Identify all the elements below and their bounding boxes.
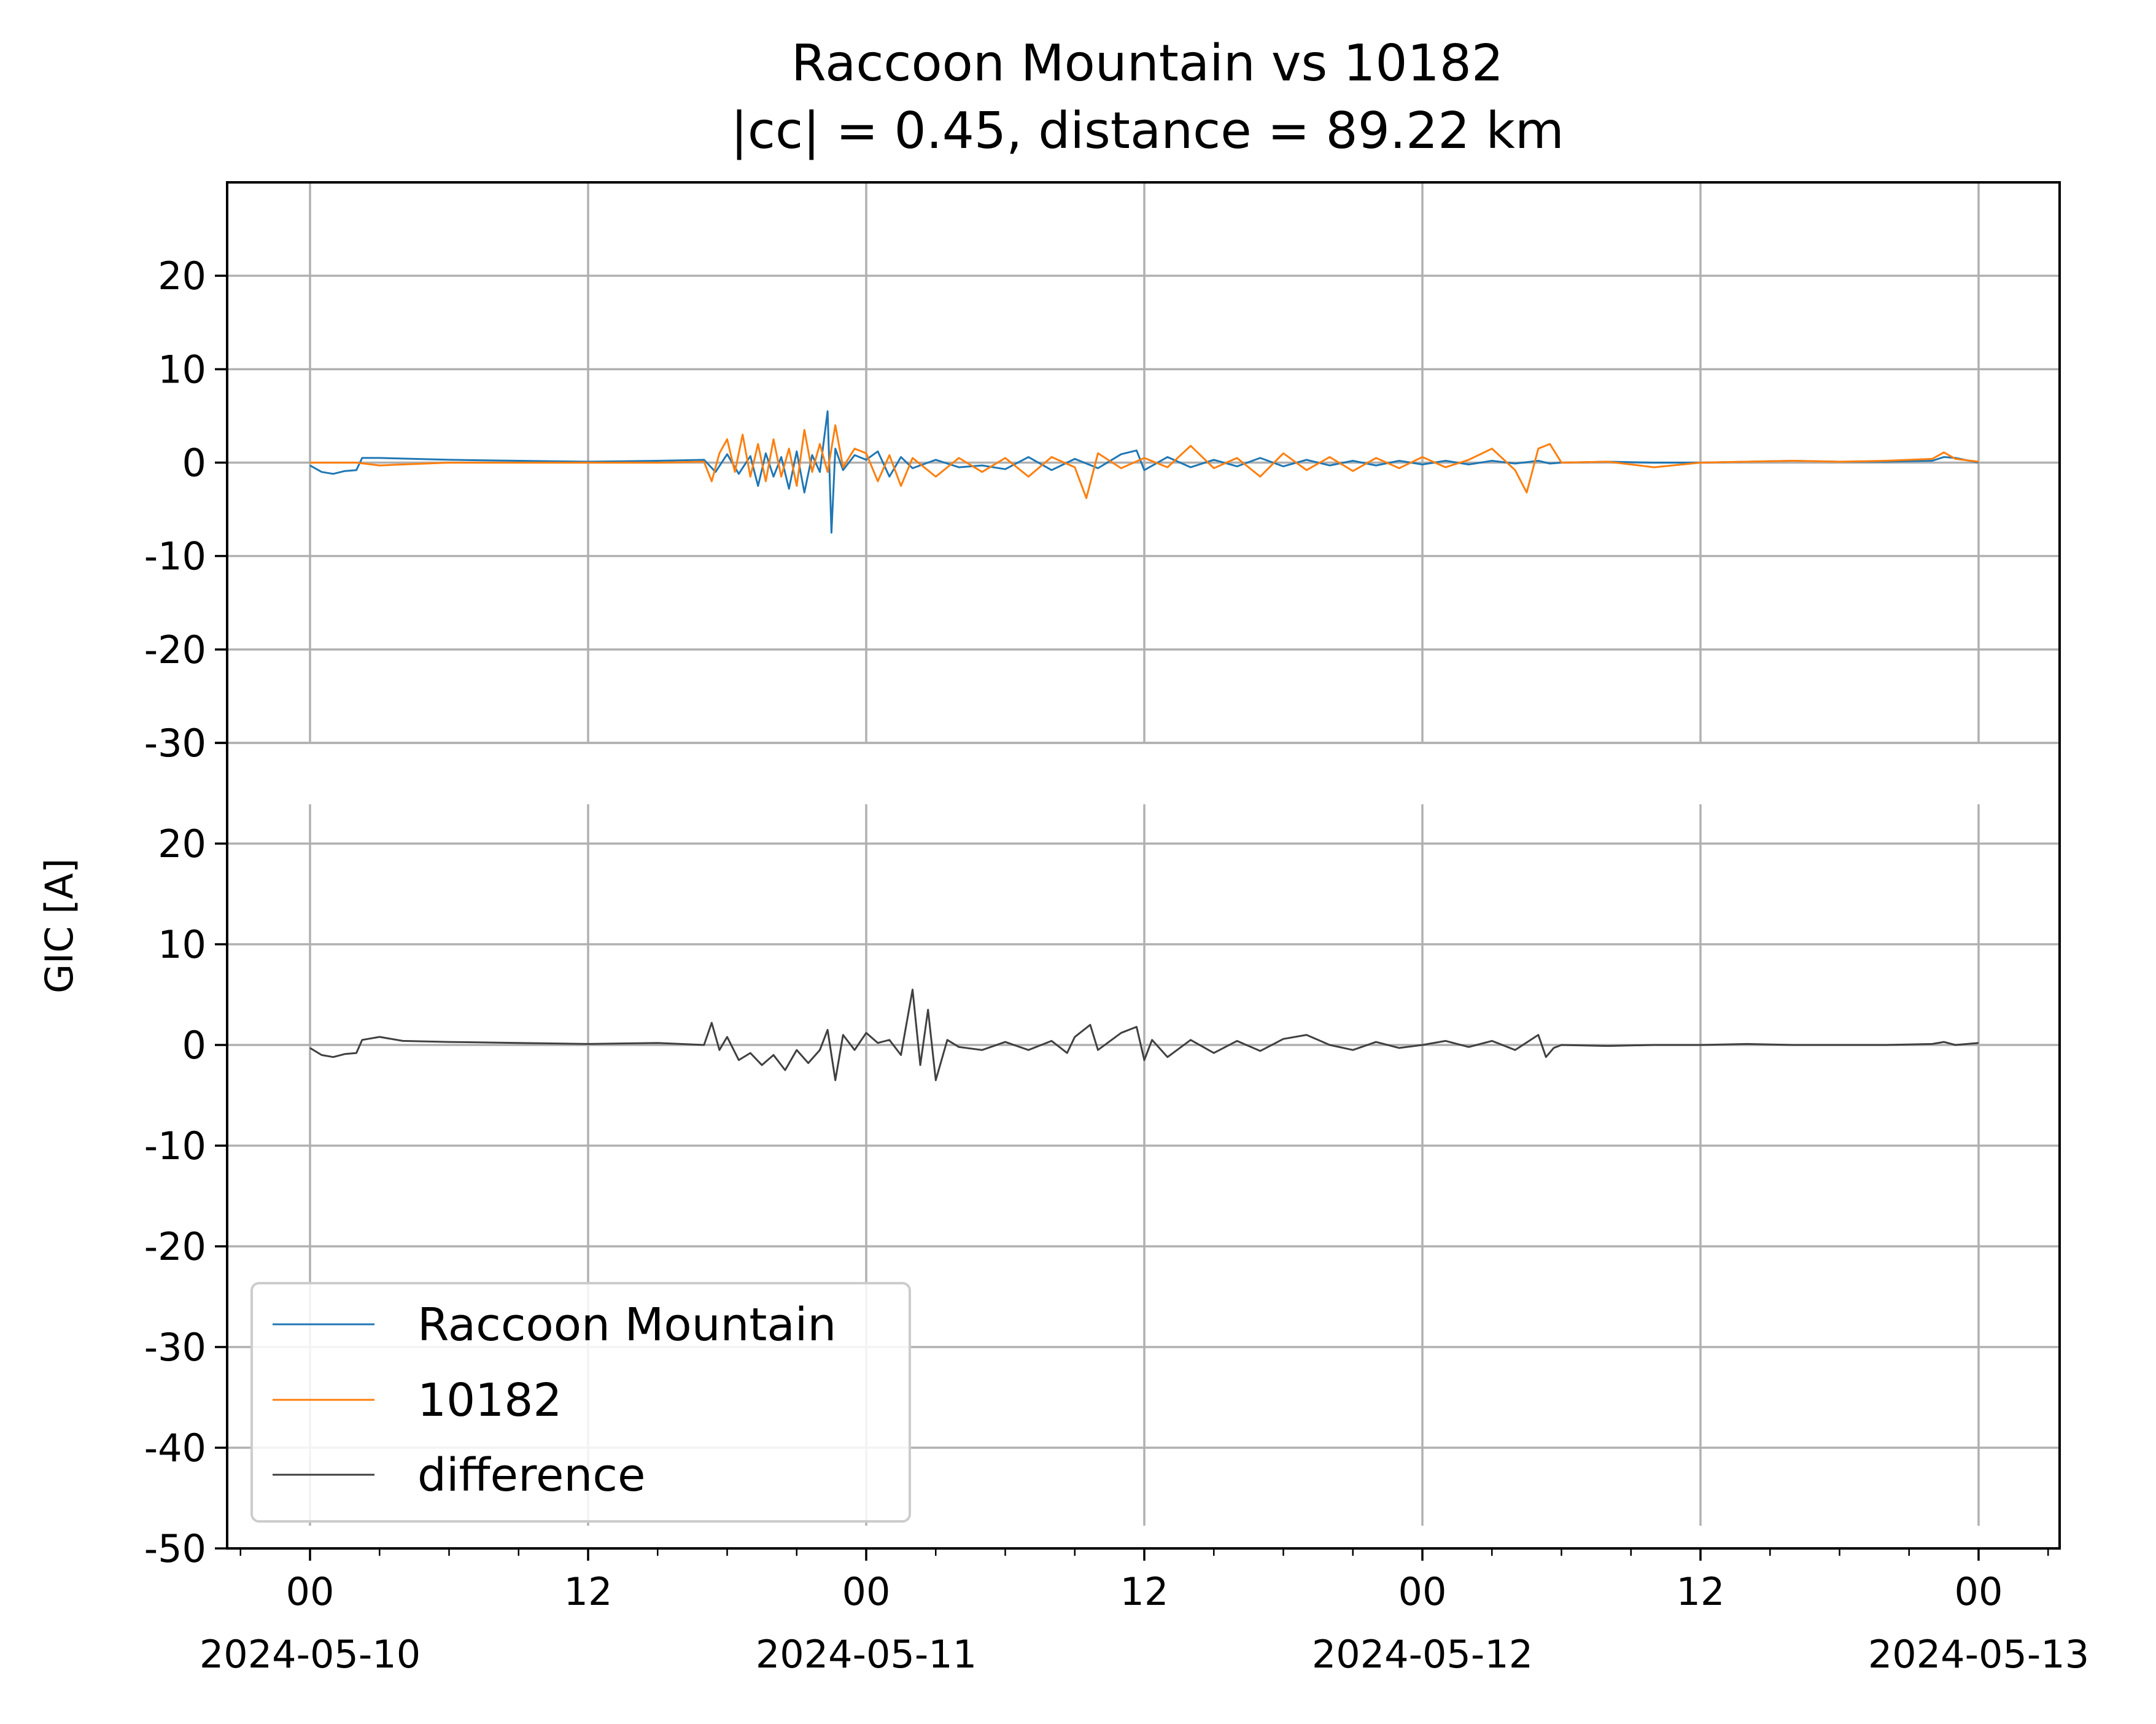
x-tick-label-6: 00	[1955, 1569, 2003, 1614]
axes-frame	[226, 181, 2061, 1550]
top-series	[309, 410, 1979, 534]
chart-subtitle: |cc| = 0.45, distance = 89.22 km	[731, 102, 1564, 160]
x-tick-label-5: 12	[1677, 1569, 1725, 1614]
bottom-ytick-label-7: -40	[144, 1426, 206, 1470]
x-tick-label-4: 00	[1398, 1569, 1447, 1614]
chart-title: Raccoon Mountain vs 10182	[791, 34, 1503, 93]
bottom-ytick-label-0: 30	[158, 721, 206, 766]
x-tick-date-6: 2024-05-13	[1868, 1632, 2089, 1677]
bottom-series	[309, 988, 1979, 1081]
legend: Raccoon Mountain 10182 difference	[250, 1282, 911, 1523]
top-panel: 20 10 0 -10 -20 -30	[144, 182, 2060, 766]
series-line-difference	[309, 988, 1979, 1081]
x-tick-date-4: 2024-05-12	[1312, 1632, 1533, 1677]
bottom-ytick-label-1: 20	[158, 821, 206, 866]
legend-label-raccoon: Raccoon Mountain	[417, 1299, 836, 1351]
x-tick-date-2: 2024-05-11	[756, 1632, 977, 1677]
series-line-raccoon	[309, 410, 1979, 534]
legend-box	[250, 1282, 911, 1523]
series-line-station	[310, 424, 1979, 499]
x-ticks: 00 2024-05-10 12 00 2024-05-11 12 00 2024-05-12…	[200, 1548, 2089, 1677]
top-ytick-label-3: -10	[144, 534, 206, 579]
top-grid	[227, 182, 2060, 744]
bottom-ytick-label-6: -30	[144, 1325, 206, 1370]
legend-label-station: 10182	[417, 1374, 562, 1427]
x-tick-label-3: 12	[1120, 1569, 1169, 1614]
x-tick-date-0: 2024-05-10	[200, 1632, 421, 1677]
top-ytick-label-5: -30	[144, 721, 206, 766]
bottom-ytick-label-2: 10	[158, 922, 206, 967]
x-tick-label-2: 00	[842, 1569, 891, 1614]
bottom-ytick-label-3: 0	[182, 1023, 206, 1068]
bottom-ytick-label-5: -20	[144, 1224, 206, 1269]
x-tick-label-1: 12	[564, 1569, 613, 1614]
top-ytick-label-1: 10	[158, 347, 206, 392]
top-ytick-label-4: -20	[144, 627, 206, 672]
top-ytick-label-0: 20	[158, 254, 206, 298]
x-tick-label-0: 00	[286, 1569, 335, 1614]
bottom-ytick-label-4: -10	[144, 1124, 206, 1168]
y-axis-label: GIC [A]	[37, 858, 82, 993]
bottom-y-ticks: 30 20 10 0 -10 -20 -30 -40 -50	[144, 721, 227, 1571]
top-y-ticks: 20 10 0 -10 -20 -30	[144, 254, 227, 766]
legend-label-difference: difference	[417, 1449, 645, 1502]
bottom-ytick-label-8: -50	[144, 1526, 206, 1571]
top-ytick-label-2: 0	[182, 441, 206, 486]
